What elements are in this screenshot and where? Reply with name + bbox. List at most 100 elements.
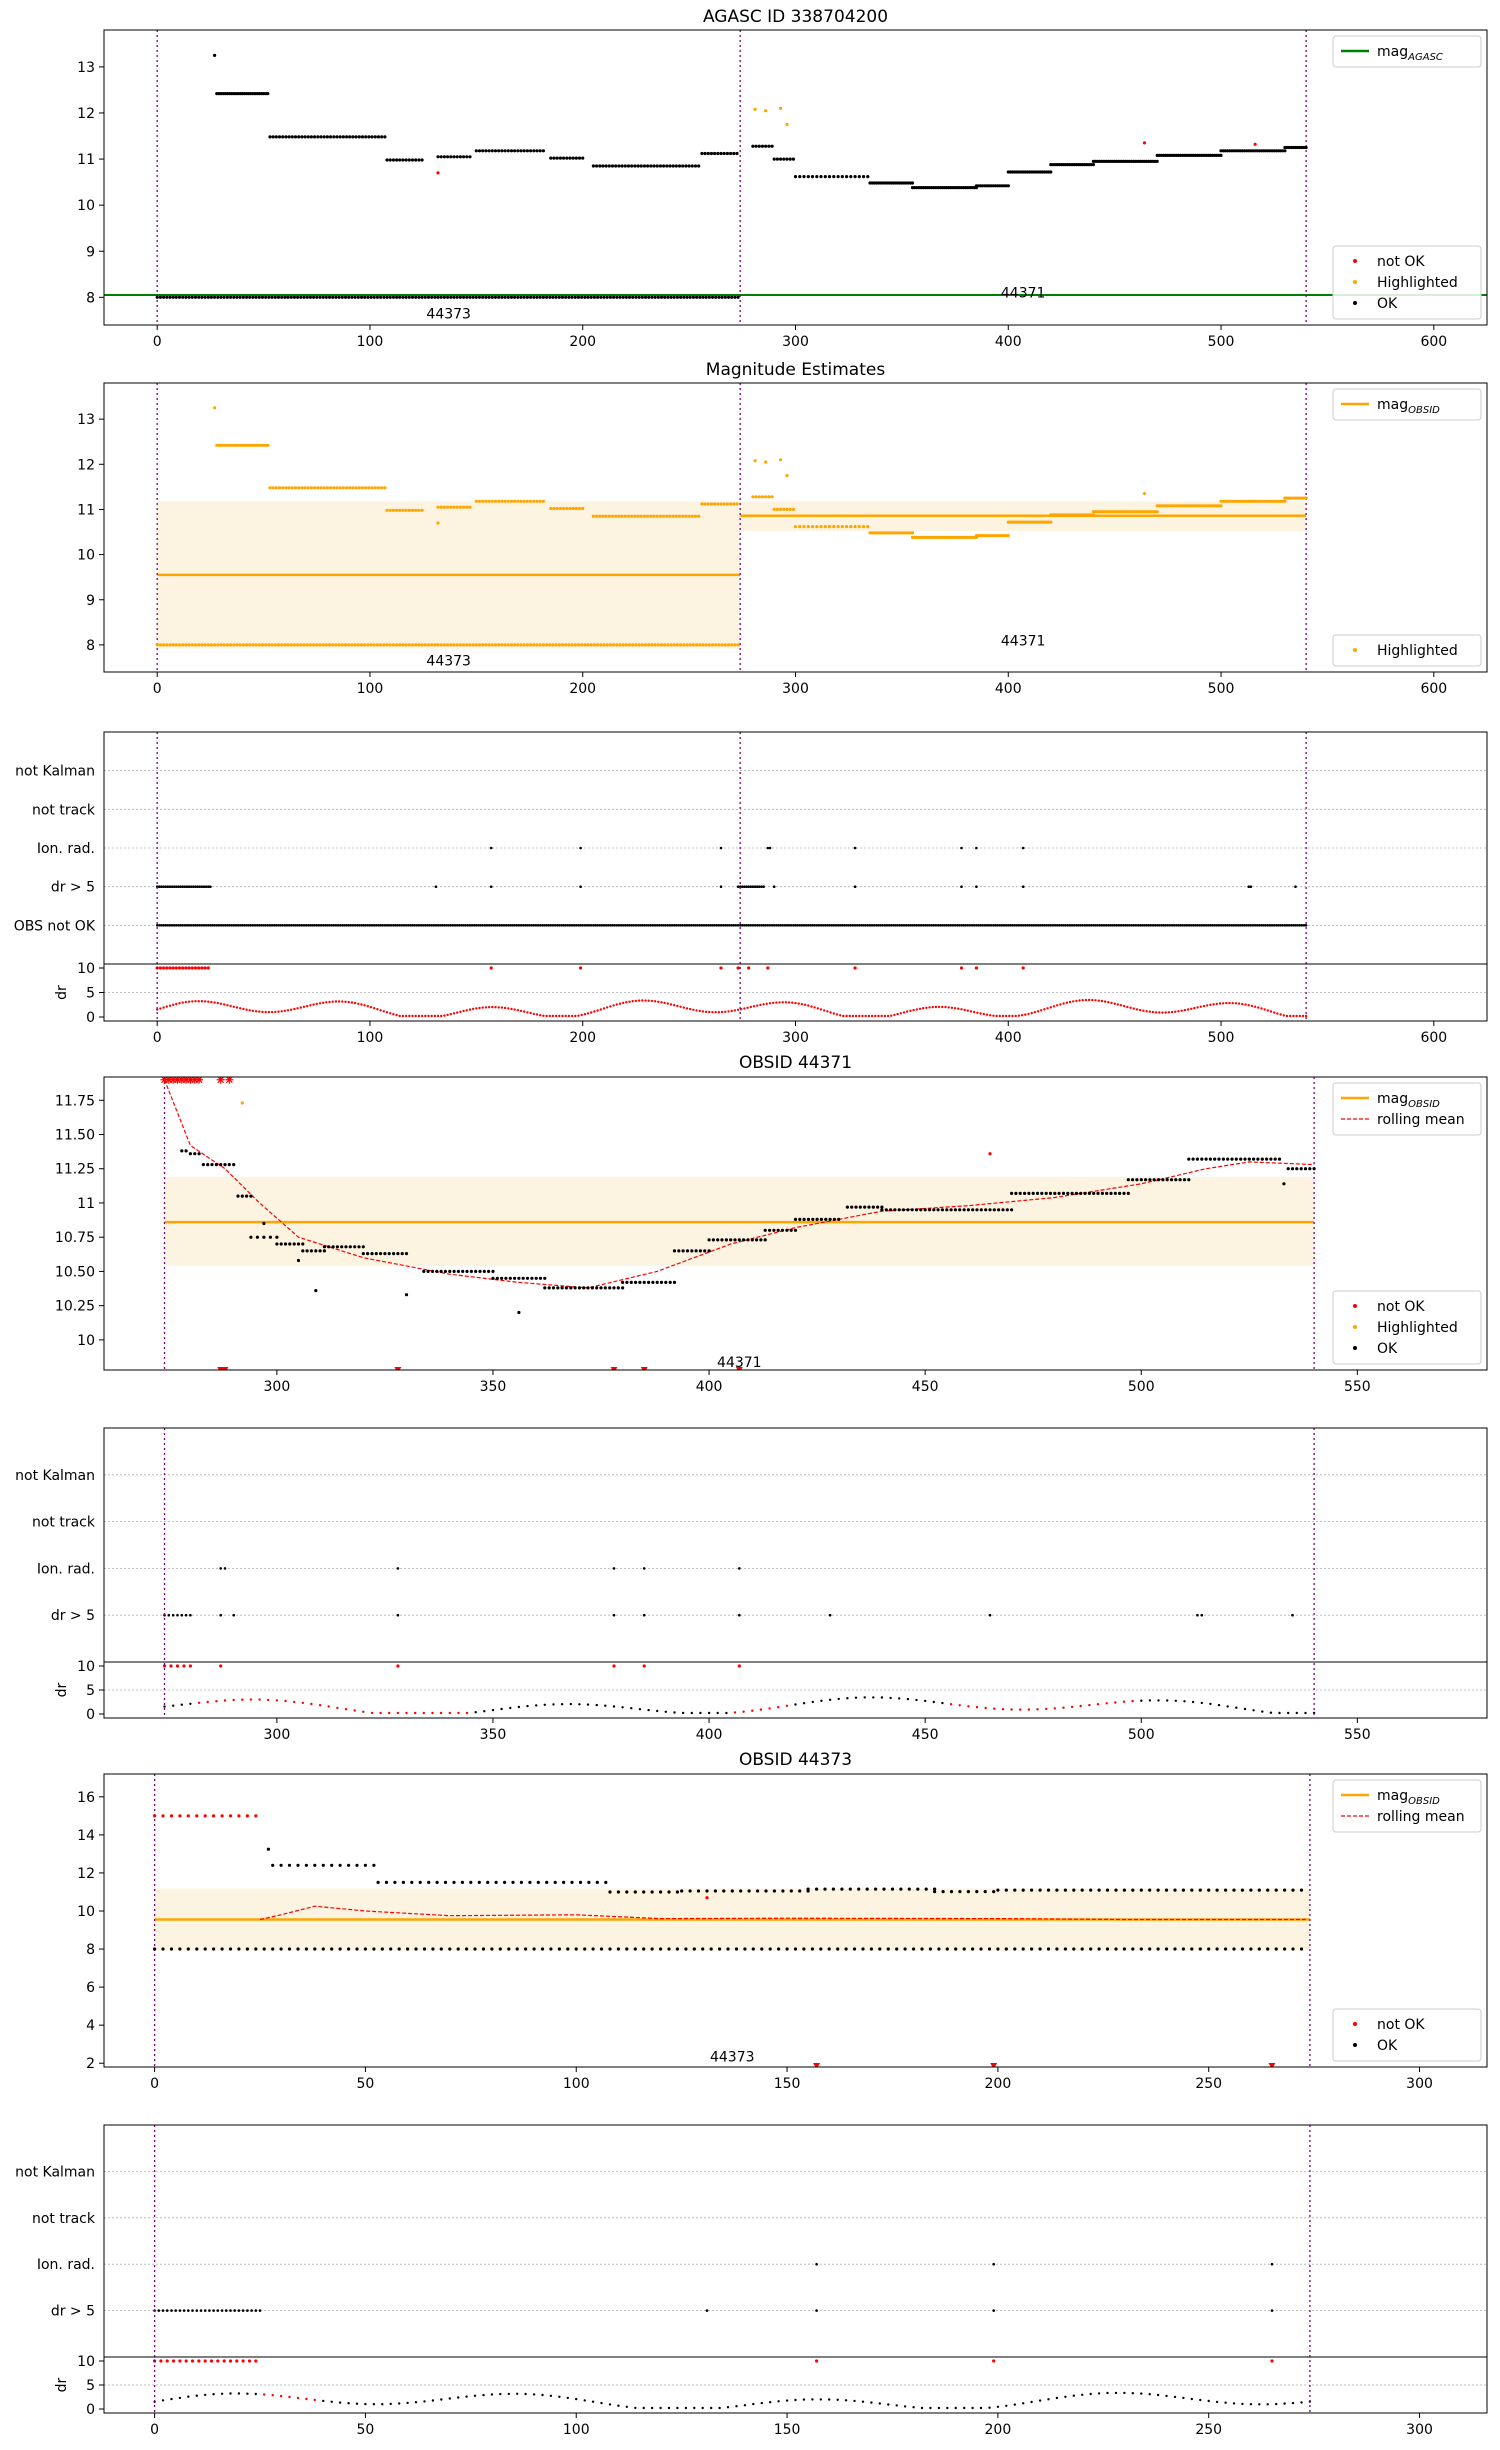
point-marker bbox=[616, 1947, 621, 1951]
point-marker bbox=[321, 295, 325, 299]
dr-marker bbox=[414, 1014, 417, 1018]
flag-marker bbox=[564, 924, 567, 927]
dr-marker bbox=[203, 1000, 207, 1003]
point-marker bbox=[1181, 153, 1185, 157]
dr-marker bbox=[1065, 1001, 1069, 1004]
point-marker bbox=[213, 53, 217, 58]
point-marker bbox=[398, 508, 402, 512]
point-marker bbox=[538, 499, 542, 503]
point-marker bbox=[685, 643, 689, 647]
flag-marker bbox=[1304, 924, 1308, 927]
point-marker bbox=[385, 643, 389, 647]
point-marker bbox=[719, 151, 723, 156]
flag-marker bbox=[988, 1613, 992, 1617]
point-marker bbox=[1013, 1888, 1017, 1892]
flag-marker bbox=[1136, 924, 1140, 927]
point-marker bbox=[591, 1947, 595, 1951]
point-marker bbox=[698, 1249, 703, 1253]
point-marker bbox=[229, 643, 233, 647]
point-marker bbox=[599, 643, 603, 647]
point-marker bbox=[420, 295, 424, 299]
point-marker bbox=[1274, 1947, 1278, 1951]
dr-marker bbox=[647, 1708, 650, 1712]
point-marker bbox=[1096, 159, 1100, 163]
point-marker bbox=[688, 295, 692, 299]
dr-marker bbox=[275, 1699, 279, 1702]
dr-marker bbox=[526, 1011, 529, 1014]
legend-label-text: mag bbox=[1377, 1788, 1408, 1804]
flag-marker bbox=[1053, 924, 1057, 927]
point-marker bbox=[1027, 520, 1032, 524]
point-marker bbox=[1256, 1157, 1260, 1161]
dr-marker bbox=[491, 1005, 494, 1009]
point-marker bbox=[305, 295, 309, 299]
point-marker bbox=[677, 1249, 681, 1253]
flag-marker bbox=[1290, 924, 1293, 927]
point-marker bbox=[549, 1947, 553, 1951]
point-marker bbox=[636, 514, 640, 518]
flag-marker bbox=[1285, 924, 1289, 927]
dr-marker bbox=[593, 1010, 596, 1013]
point-marker bbox=[949, 1890, 954, 1894]
point-marker bbox=[627, 643, 632, 647]
point-marker bbox=[720, 643, 724, 647]
dr-marker bbox=[1045, 1707, 1048, 1711]
point-marker bbox=[659, 1280, 664, 1284]
point-marker bbox=[503, 1880, 507, 1884]
x-tick-label: 250 bbox=[1195, 2422, 1222, 2438]
point-marker bbox=[876, 1205, 880, 1209]
x-tick-label: 0 bbox=[150, 2076, 159, 2092]
point-marker bbox=[923, 1208, 927, 1212]
point-marker bbox=[806, 175, 810, 179]
point-marker bbox=[228, 1814, 233, 1818]
point-marker bbox=[171, 295, 175, 299]
dr-marker bbox=[398, 2402, 401, 2405]
dr-marker bbox=[577, 1014, 580, 1017]
dr-marker bbox=[797, 1002, 800, 1005]
legend-frame bbox=[1332, 1290, 1482, 1365]
point-marker bbox=[1070, 1191, 1074, 1195]
point-marker bbox=[528, 1880, 532, 1884]
x-tick-label: 300 bbox=[264, 1727, 291, 1743]
legend-label-text: Highlighted bbox=[1377, 275, 1458, 291]
point-marker bbox=[380, 135, 384, 139]
dr-marker bbox=[197, 1000, 200, 1003]
flag-marker bbox=[1034, 924, 1038, 927]
flag-marker bbox=[562, 924, 565, 927]
point-marker bbox=[393, 1880, 397, 1884]
point-marker bbox=[867, 1205, 871, 1209]
point-marker bbox=[484, 295, 488, 299]
dr-marker bbox=[264, 1010, 267, 1014]
point-marker bbox=[474, 1269, 478, 1273]
flag-marker bbox=[165, 2309, 169, 2312]
flag-label: not Kalman bbox=[15, 764, 95, 780]
point-marker bbox=[303, 486, 307, 490]
dr-marker bbox=[1190, 1007, 1193, 1010]
flag-marker bbox=[828, 1613, 832, 1617]
dr-marker bbox=[1062, 1706, 1065, 1709]
point-marker bbox=[674, 514, 678, 518]
point-marker bbox=[1018, 1191, 1022, 1195]
point-marker bbox=[446, 643, 450, 647]
x-tick-label: 150 bbox=[774, 2422, 801, 2438]
dr-marker bbox=[318, 1704, 322, 1707]
flag-marker bbox=[917, 924, 921, 927]
point-marker bbox=[882, 1887, 886, 1891]
point-marker bbox=[209, 643, 213, 647]
flag-marker bbox=[815, 2262, 818, 2266]
dr-marker bbox=[1097, 2392, 1101, 2395]
flag-marker bbox=[1007, 924, 1010, 927]
point-marker bbox=[379, 295, 383, 299]
dr-marker bbox=[858, 1014, 861, 1018]
point-marker bbox=[254, 1947, 258, 1951]
point-marker bbox=[551, 1286, 556, 1290]
point-marker bbox=[414, 1947, 418, 1951]
legend: Highlighted bbox=[1332, 634, 1482, 667]
point-marker bbox=[764, 144, 768, 148]
flag-marker bbox=[719, 924, 723, 927]
dr-marker bbox=[628, 1000, 631, 1003]
dr-marker bbox=[937, 2406, 941, 2410]
dr-marker bbox=[336, 1706, 339, 1710]
dr-marker bbox=[1079, 1704, 1082, 1708]
